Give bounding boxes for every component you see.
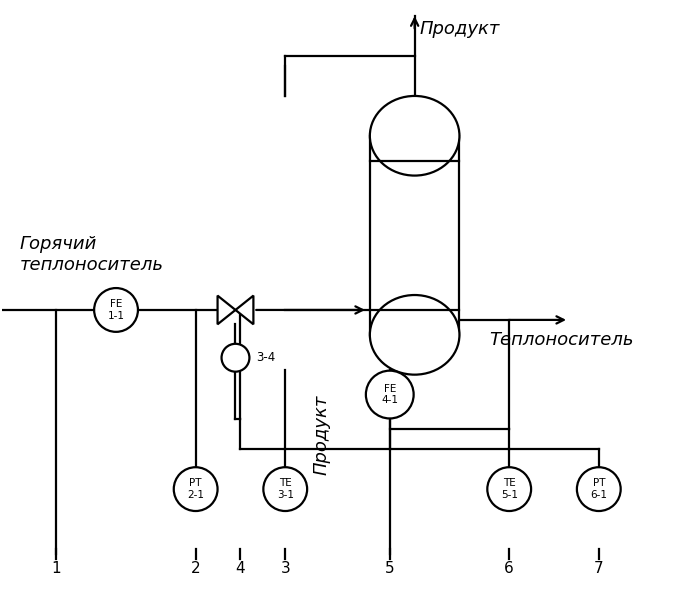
Text: TE
5-1: TE 5-1 [501, 478, 518, 500]
Text: FE
1-1: FE 1-1 [108, 299, 125, 321]
Text: 4: 4 [236, 561, 245, 576]
Text: 5: 5 [385, 561, 395, 576]
Circle shape [174, 467, 217, 511]
Circle shape [366, 371, 414, 418]
Bar [370, 136, 460, 335]
Text: 3-4: 3-4 [257, 351, 276, 364]
Text: Горячий
теплоноситель: Горячий теплоноситель [20, 235, 163, 274]
Text: Продукт: Продукт [312, 394, 330, 475]
Text: PT
2-1: PT 2-1 [187, 478, 204, 500]
Text: PT
6-1: PT 6-1 [590, 478, 607, 500]
Circle shape [487, 467, 531, 511]
Text: 1: 1 [51, 561, 61, 576]
Text: 3: 3 [280, 561, 290, 576]
Circle shape [263, 467, 307, 511]
Circle shape [577, 467, 621, 511]
Text: 2: 2 [191, 561, 200, 576]
Polygon shape [217, 296, 236, 324]
Text: FE
4-1: FE 4-1 [381, 384, 398, 406]
Ellipse shape [370, 295, 460, 374]
Ellipse shape [370, 96, 460, 176]
Text: TE
3-1: TE 3-1 [277, 478, 294, 500]
Text: 6: 6 [504, 561, 514, 576]
Circle shape [221, 344, 249, 371]
Text: Теплоноситель: Теплоноситель [489, 331, 634, 349]
Text: 7: 7 [594, 561, 604, 576]
Text: Продукт: Продукт [420, 20, 500, 38]
Polygon shape [236, 296, 253, 324]
Circle shape [94, 288, 138, 332]
